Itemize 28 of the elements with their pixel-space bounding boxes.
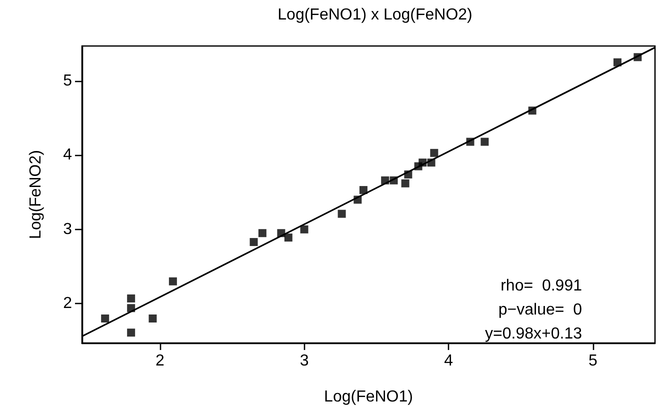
point bbox=[284, 234, 292, 242]
point bbox=[430, 148, 438, 157]
x-tick-label: 4 bbox=[444, 352, 454, 370]
point bbox=[300, 225, 308, 234]
point bbox=[250, 238, 258, 246]
annotation: y=0.98x+0.13 bbox=[485, 326, 582, 342]
y-axis-title: Log(FeNO2) bbox=[28, 150, 44, 239]
y-tick-label: 2 bbox=[63, 295, 72, 312]
point bbox=[148, 314, 157, 322]
point bbox=[401, 179, 410, 188]
annotation: p−value= 0 bbox=[498, 302, 582, 318]
point bbox=[168, 277, 177, 286]
x-tick-label: 3 bbox=[300, 352, 309, 370]
point bbox=[127, 294, 136, 302]
x-axis-title: Log(FeNO1) bbox=[324, 388, 413, 406]
point bbox=[101, 314, 110, 322]
x-tick-label: 5 bbox=[588, 352, 598, 370]
x-tick-label: 2 bbox=[155, 352, 164, 370]
point bbox=[127, 328, 136, 337]
y-tick-label: 3 bbox=[63, 220, 72, 238]
annotation: rho= 0.991 bbox=[500, 278, 582, 294]
point bbox=[338, 210, 346, 218]
point bbox=[258, 229, 266, 238]
y-tick-label: 5 bbox=[63, 72, 72, 90]
chart-title: Log(FeNO1) x Log(FeNO2) bbox=[278, 6, 472, 24]
point bbox=[359, 186, 368, 194]
y-tick-label: 4 bbox=[63, 146, 72, 164]
point bbox=[480, 138, 489, 146]
